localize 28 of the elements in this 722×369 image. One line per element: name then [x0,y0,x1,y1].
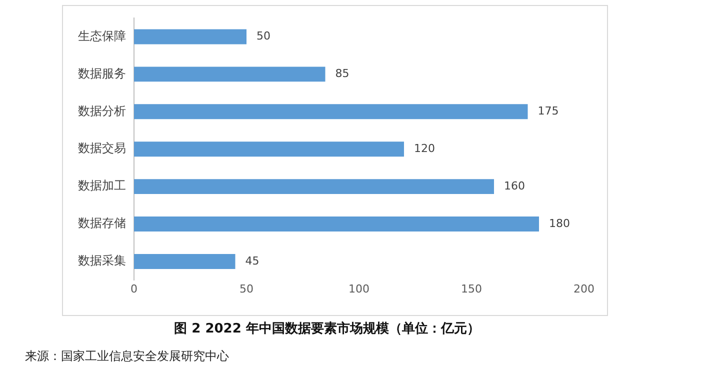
x-tick-label: 0 [130,282,138,296]
data-label: 160 [504,179,525,192]
bar [134,142,404,157]
data-label: 50 [256,30,270,43]
data-label: 175 [538,104,559,118]
bar [134,104,528,120]
y-tick-label: 数据采集 [78,254,126,268]
data-label: 45 [245,254,260,268]
bar [134,254,236,269]
data-label: 85 [335,67,350,80]
x-tick-label: 50 [240,282,254,296]
y-tick-label: 数据存储 [78,216,126,230]
y-tick-label: 生态保障 [78,28,126,43]
y-tick-label: 数据分析 [78,104,126,118]
y-tick-label: 数据加工 [78,178,126,193]
bar [134,216,539,232]
bar [134,66,326,82]
source-note: 来源：国家工业信息安全发展研究中心 [25,349,229,364]
x-tick-label: 100 [348,282,370,296]
bar [134,179,494,194]
data-label: 180 [549,216,570,230]
x-tick-label: 150 [461,282,482,296]
y-tick-label: 数据交易 [78,141,126,156]
data-label: 120 [414,142,435,155]
bar [134,29,246,44]
x-tick-label: 200 [574,282,594,296]
text: 图 2 2022 年中国数据要素市场规模（单位：亿元） [174,320,480,337]
y-tick-label: 数据服务 [78,66,126,80]
